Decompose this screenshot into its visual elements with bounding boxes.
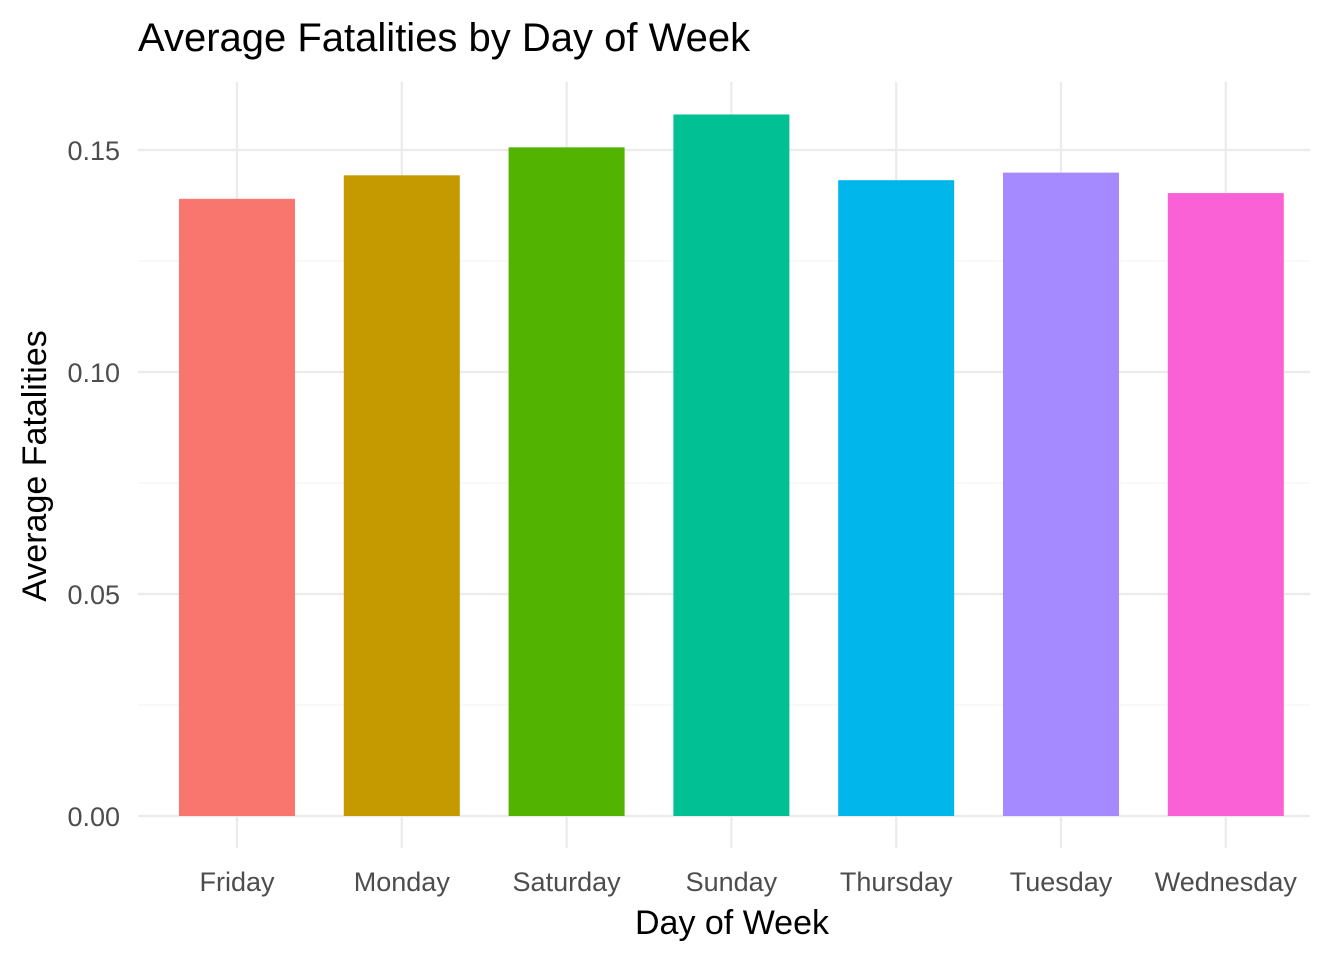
bar-wednesday (1167, 193, 1284, 816)
x-tick-label: Tuesday (1010, 867, 1113, 897)
y-tick-label: 0.10 (67, 358, 120, 388)
bar-thursday (838, 180, 955, 816)
bar-sunday (673, 114, 790, 817)
y-tick-label: 0.15 (67, 136, 120, 166)
x-tick-label: Sunday (686, 867, 778, 897)
bars (179, 114, 1284, 817)
chart-title: Average Fatalities by Day of Week (138, 16, 751, 60)
bar-tuesday (1003, 172, 1119, 817)
x-tick-label: Thursday (840, 867, 953, 897)
bar-monday (343, 175, 460, 817)
x-tick-label: Wednesday (1155, 867, 1298, 897)
y-tick-label: 0.05 (67, 580, 120, 610)
y-axis-tick-labels: 0.00 0.05 0.10 0.15 (67, 136, 120, 832)
x-axis-title: Day of Week (635, 904, 830, 942)
x-tick-label: Friday (199, 867, 275, 897)
bar-friday (179, 198, 295, 817)
y-tick-label: 0.00 (67, 802, 120, 832)
x-tick-label: Saturday (513, 867, 622, 897)
x-axis-tick-labels: Friday Monday Saturday Sunday Thursday Tuesda… (199, 867, 1297, 897)
y-axis-title: Average Fatalities (16, 330, 54, 602)
x-tick-label: Monday (354, 867, 451, 897)
bar-saturday (508, 147, 625, 816)
